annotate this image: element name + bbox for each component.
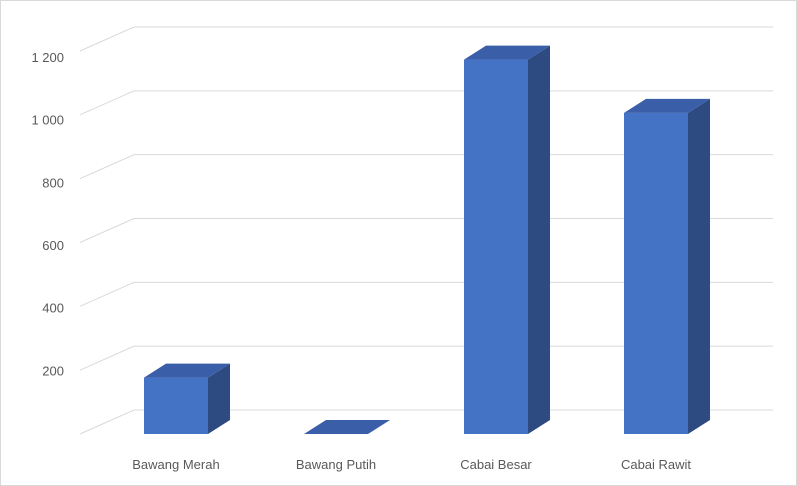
gridline-side-1 (79, 345, 135, 371)
bar-top (304, 420, 390, 434)
x-tick-label: Bawang Putih (296, 457, 376, 472)
x-tick-label: Bawang Merah (132, 457, 219, 472)
y-tick-label: 1 000 (31, 113, 64, 128)
gridline-side-2 (79, 281, 135, 307)
gridline-side-4 (79, 154, 135, 180)
bar-side (688, 98, 710, 434)
y-tick-label: 200 (42, 363, 64, 378)
gridline-side-3 (79, 218, 135, 243)
y-tick-label: 800 (42, 175, 64, 190)
y-tick-label: 1 200 (31, 50, 64, 65)
bar (624, 112, 688, 434)
gridline-side-0 (79, 409, 135, 435)
bar-top (624, 98, 710, 113)
x-tick-label: Cabai Rawit (621, 457, 691, 472)
bar-top (464, 45, 550, 60)
bar (144, 377, 208, 434)
bar (464, 59, 528, 435)
y-tick-label: 400 (42, 301, 64, 316)
x-tick-label: Cabai Besar (460, 457, 532, 472)
bar-side (208, 363, 230, 434)
gridline-side-5 (79, 90, 135, 116)
gridline-side-6 (79, 26, 135, 52)
bar-top (144, 363, 230, 378)
bar-side (528, 45, 550, 435)
y-tick-label: 600 (42, 238, 64, 253)
